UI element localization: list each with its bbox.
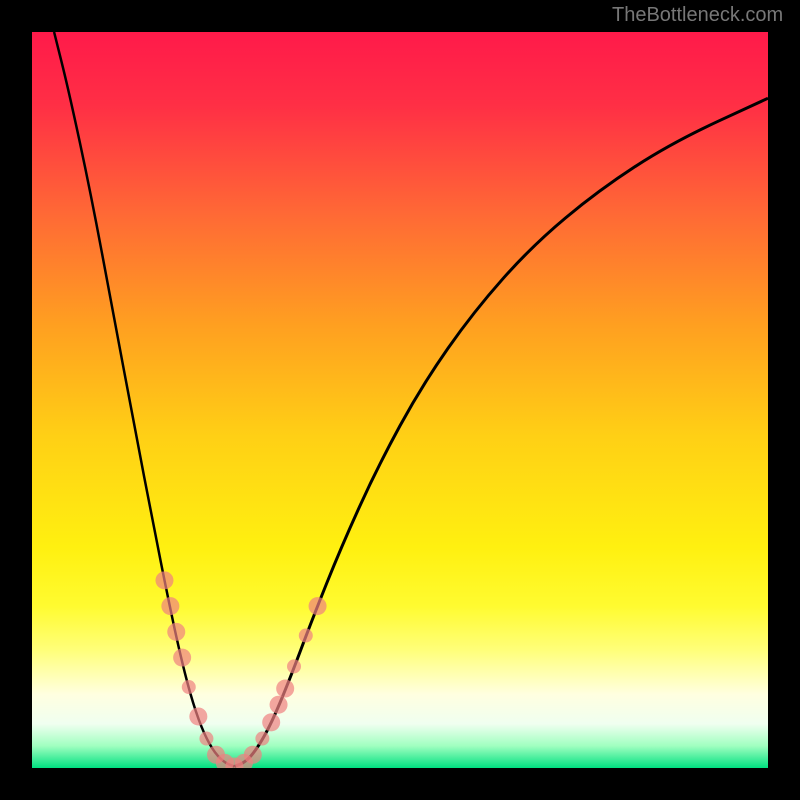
data-marker <box>270 696 288 714</box>
data-marker <box>182 680 196 694</box>
data-marker <box>173 649 191 667</box>
plot-area <box>32 32 768 768</box>
data-marker <box>299 629 313 643</box>
data-marker <box>255 732 269 746</box>
data-marker <box>309 597 327 615</box>
data-marker <box>155 571 173 589</box>
data-marker <box>189 707 207 725</box>
data-marker <box>287 659 301 673</box>
data-marker <box>276 680 294 698</box>
data-marker <box>244 746 262 764</box>
data-marker <box>161 597 179 615</box>
chart-svg <box>32 32 768 768</box>
data-marker <box>199 732 213 746</box>
data-marker <box>262 713 280 731</box>
gradient-background <box>32 32 768 768</box>
watermark-text: TheBottleneck.com <box>612 4 783 27</box>
data-marker <box>167 623 185 641</box>
